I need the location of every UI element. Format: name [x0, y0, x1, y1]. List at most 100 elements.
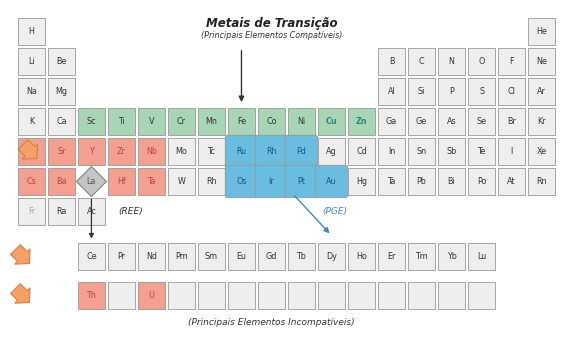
Bar — [498, 48, 525, 75]
Bar — [348, 282, 375, 309]
Text: B: B — [389, 57, 394, 66]
Bar — [168, 108, 195, 135]
Bar — [438, 48, 465, 75]
Bar — [288, 108, 315, 135]
Text: Co: Co — [266, 117, 277, 126]
Bar — [408, 282, 435, 309]
Text: Nb: Nb — [146, 147, 157, 156]
Text: Cd: Cd — [356, 147, 367, 156]
Bar — [468, 108, 496, 135]
Text: Ag: Ag — [326, 147, 337, 156]
Bar — [468, 48, 496, 75]
Text: H: H — [29, 27, 34, 36]
Bar — [438, 78, 465, 105]
Text: I: I — [511, 147, 513, 156]
Bar — [317, 282, 346, 309]
Bar — [48, 108, 75, 135]
Bar — [378, 282, 405, 309]
Text: Dy: Dy — [326, 252, 337, 261]
Text: Nd: Nd — [146, 252, 157, 261]
Bar — [138, 243, 165, 270]
Bar — [468, 138, 496, 165]
Text: Lu: Lu — [477, 252, 486, 261]
Bar — [378, 138, 405, 165]
Text: (Principais Elementos Compatíveis): (Principais Elementos Compatíveis) — [201, 32, 342, 40]
Bar — [378, 78, 405, 105]
Text: Sm: Sm — [205, 252, 218, 261]
Text: U: U — [148, 291, 155, 300]
Bar — [77, 138, 105, 165]
FancyBboxPatch shape — [256, 165, 288, 198]
Bar — [258, 282, 285, 309]
Bar — [77, 243, 105, 270]
Text: Li: Li — [28, 57, 35, 66]
Bar — [227, 243, 256, 270]
Bar — [18, 108, 45, 135]
Bar — [168, 168, 195, 195]
Text: Th: Th — [87, 291, 96, 300]
Text: Os: Os — [236, 177, 247, 186]
Text: Po: Po — [477, 177, 486, 186]
FancyBboxPatch shape — [256, 135, 288, 168]
Bar — [378, 48, 405, 75]
Bar — [317, 138, 346, 165]
Text: W: W — [178, 177, 186, 186]
Polygon shape — [76, 166, 107, 196]
Bar — [18, 168, 45, 195]
Text: Ti: Ti — [118, 117, 125, 126]
Bar — [528, 138, 555, 165]
Bar — [408, 243, 435, 270]
Bar — [258, 243, 285, 270]
Bar — [468, 282, 496, 309]
Text: He: He — [536, 27, 547, 36]
Bar — [498, 78, 525, 105]
Text: Tc: Tc — [207, 147, 215, 156]
Bar — [258, 108, 285, 135]
Text: Sb: Sb — [446, 147, 457, 156]
Bar — [198, 243, 225, 270]
Bar — [48, 168, 75, 195]
Text: (REE): (REE) — [119, 207, 143, 216]
Bar — [438, 138, 465, 165]
Bar — [138, 108, 165, 135]
Text: Rb: Rb — [26, 147, 37, 156]
Text: P: P — [449, 87, 454, 96]
Text: Ir: Ir — [269, 177, 274, 186]
Text: Br: Br — [507, 117, 516, 126]
FancyBboxPatch shape — [225, 165, 258, 198]
Bar — [198, 282, 225, 309]
Text: V: V — [149, 117, 154, 126]
Text: K: K — [29, 117, 34, 126]
Text: Fr: Fr — [28, 207, 35, 216]
Text: Cu: Cu — [325, 117, 337, 126]
Bar — [108, 282, 135, 309]
Text: Cl: Cl — [508, 87, 516, 96]
Text: N: N — [449, 57, 454, 66]
Text: S: S — [479, 87, 484, 96]
Bar — [138, 168, 165, 195]
Text: Cs: Cs — [26, 177, 36, 186]
Bar — [48, 78, 75, 105]
Text: Hg: Hg — [356, 177, 367, 186]
Bar — [438, 168, 465, 195]
Text: O: O — [478, 57, 485, 66]
Text: Rn: Rn — [536, 177, 547, 186]
Bar — [288, 282, 315, 309]
Text: Pm: Pm — [175, 252, 188, 261]
Text: (PGE): (PGE) — [323, 207, 348, 216]
Polygon shape — [10, 284, 30, 303]
Text: C: C — [419, 57, 425, 66]
FancyBboxPatch shape — [285, 135, 317, 168]
Text: Ta: Ta — [387, 177, 396, 186]
Text: Te: Te — [477, 147, 486, 156]
Text: Gd: Gd — [266, 252, 277, 261]
FancyBboxPatch shape — [285, 165, 317, 198]
Text: Sc: Sc — [87, 117, 96, 126]
Text: Si: Si — [418, 87, 425, 96]
Text: Mg: Mg — [56, 87, 68, 96]
Text: Yb: Yb — [446, 252, 457, 261]
Text: Be: Be — [56, 57, 66, 66]
Text: Na: Na — [26, 87, 37, 96]
Bar — [408, 48, 435, 75]
Text: Ca: Ca — [56, 117, 66, 126]
